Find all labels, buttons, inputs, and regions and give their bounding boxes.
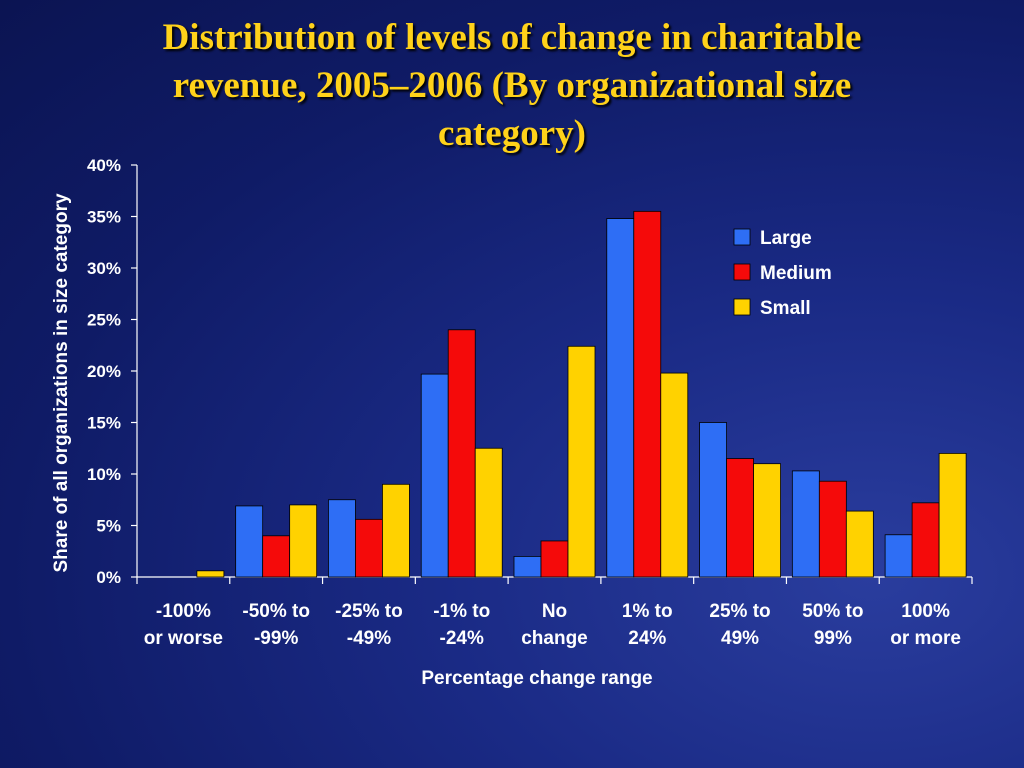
title-line-1: Distribution of levels of change in char… (162, 17, 862, 58)
y-tick-label: 0% (96, 568, 121, 587)
y-tick-label: 20% (87, 362, 121, 381)
y-tick-label: 40% (87, 156, 121, 175)
y-tick-label: 10% (87, 465, 121, 484)
bar-small (196, 570, 225, 578)
bar-small (938, 452, 967, 578)
bar-large (235, 505, 264, 578)
bar-medium (911, 502, 940, 578)
bar-large (606, 218, 635, 578)
y-tick-label: 30% (87, 259, 121, 278)
bar-large (328, 499, 356, 578)
slide-title: Distribution of levels of change in char… (60, 14, 964, 158)
x-category-label: 50% to 99% (802, 601, 863, 649)
y-tick-label: 25% (87, 311, 121, 330)
x-category-label: -25% to -49% (335, 601, 403, 649)
legend-swatch-large (733, 228, 751, 246)
x-category-label: -100% or worse (144, 601, 223, 649)
chart-legend: Large Medium Small (733, 228, 832, 319)
chart-bars (196, 210, 967, 578)
bar-small (845, 510, 874, 578)
x-category-label: -1% to -24% (433, 601, 490, 649)
x-category-label: -50% to -99% (242, 601, 310, 649)
title-line-3: category) (438, 113, 586, 154)
bar-small (289, 504, 318, 578)
x-category-label: 1% to 24% (622, 601, 673, 649)
y-tick-label: 15% (87, 414, 121, 433)
legend-label-medium: Medium (760, 263, 832, 284)
title-line-2: revenue, 2005–2006 (By organizational si… (172, 65, 852, 106)
bar-small (753, 463, 781, 578)
legend-label-large: Large (760, 228, 812, 249)
x-category-label: No change (521, 601, 588, 649)
bar-large (791, 470, 820, 578)
y-tick-labels: 0% 5% 10% 15% 20% 25% 30% 35% 40% (87, 156, 121, 587)
bar-medium (726, 458, 754, 578)
bar-medium (355, 518, 383, 578)
bar-large (884, 534, 913, 578)
legend-swatch-small (733, 298, 751, 316)
legend-label-small: Small (760, 298, 811, 319)
bar-medium (262, 535, 291, 578)
bar-small (474, 447, 503, 578)
bar-small (567, 345, 596, 578)
bar-large (699, 422, 727, 578)
bar-small (382, 483, 410, 578)
bar-small (660, 372, 689, 578)
bar-medium (633, 210, 662, 578)
x-category-label: 100% or more (890, 601, 961, 649)
y-tick-label: 5% (96, 517, 121, 536)
x-axis-title: Percentage change range (421, 668, 652, 689)
y-tick-label: 35% (87, 208, 121, 227)
y-axis-title: Share of all organizations in size categ… (51, 193, 72, 572)
legend-swatch-medium (733, 263, 751, 281)
x-category-label: 25% to 49% (709, 601, 770, 649)
bar-medium (447, 329, 476, 578)
bar-large (513, 556, 542, 578)
bar-large (420, 373, 449, 578)
bar-medium (818, 480, 847, 578)
x-category-labels: -100% or worse -50% to -99% -25% to -49% -1% t… (144, 601, 961, 649)
bar-medium (540, 540, 569, 578)
